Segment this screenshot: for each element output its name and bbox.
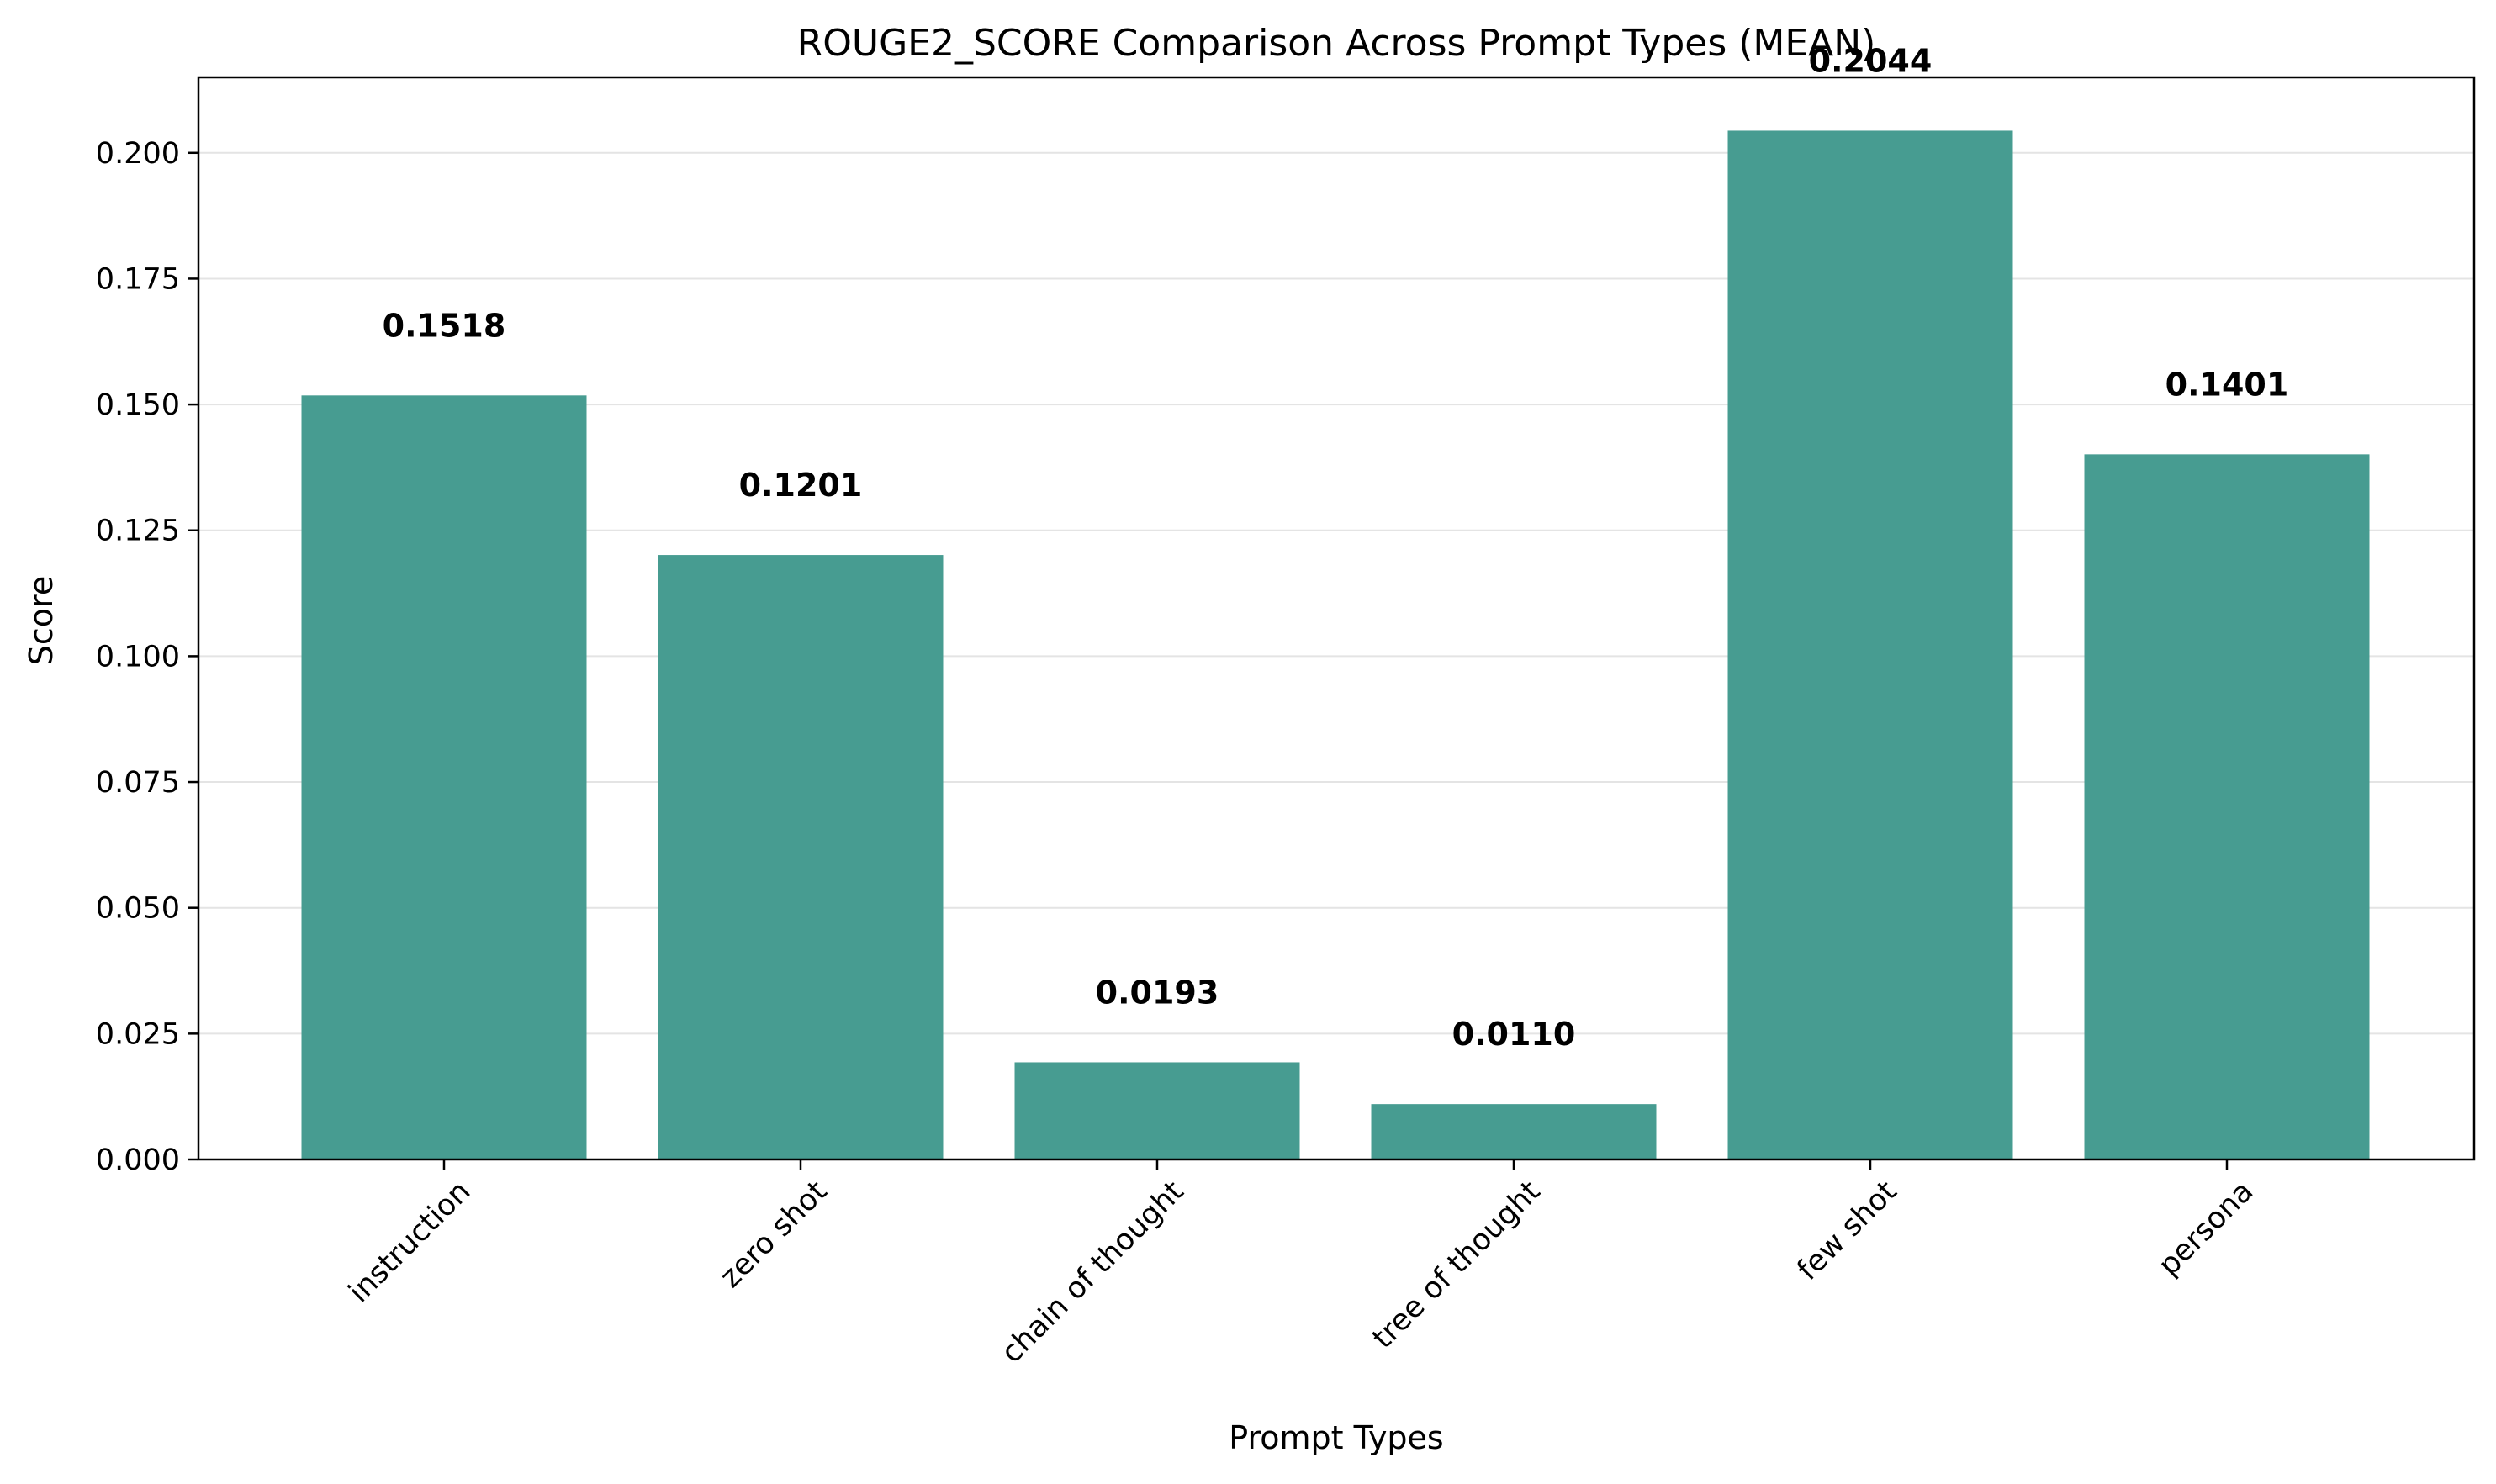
plot-frame (197, 76, 2476, 1161)
bar-value-label: 0.2044 (1809, 42, 1933, 79)
y-tick-label: 0.050 (96, 892, 180, 926)
y-tick-label: 0.000 (96, 1143, 180, 1177)
bar-value-label: 0.1201 (739, 467, 863, 504)
bar-instruction (301, 395, 587, 1160)
x-tick-label: few shot (1791, 1175, 1904, 1287)
bar-value-label: 0.0110 (1452, 1016, 1576, 1053)
y-tick-label: 0.075 (96, 766, 180, 800)
bar-persona (2084, 454, 2370, 1159)
x-tick-label: persona (2152, 1175, 2260, 1282)
x-tick-label: chain of thought (995, 1175, 1190, 1370)
bar-few-shot (1727, 130, 2013, 1159)
x-tick-label: tree of thought (1366, 1175, 1547, 1355)
y-tick-label: 0.100 (96, 640, 180, 673)
x-tick-label: instruction (342, 1175, 477, 1309)
x-axis-label: Prompt Types (1229, 1419, 1443, 1456)
bars (301, 130, 2370, 1160)
value-labels: 0.1518 0.1201 0.0193 0.0110 0.2044 0.1401 (383, 42, 2289, 1053)
bar-value-label: 0.1518 (383, 307, 506, 344)
y-axis-label: Score (23, 576, 60, 665)
bar-tree-of-thought (1371, 1104, 1657, 1159)
bar-value-label: 0.1401 (2165, 366, 2289, 403)
x-axis: instruction zero shot chain of thought tree… (342, 1159, 2260, 1370)
y-axis: 0.000 0.025 0.050 0.075 0.100 0.125 0.150 0.175… (96, 137, 198, 1177)
y-tick-label: 0.200 (96, 137, 180, 171)
chart-title: ROUGE2_SCORE Comparison Across Prompt Ty… (797, 22, 1876, 65)
bar-value-label: 0.0193 (1096, 974, 1219, 1011)
bar-zero-shot (658, 555, 944, 1159)
y-tick-label: 0.125 (96, 515, 180, 548)
x-tick-label: zero shot (714, 1175, 834, 1295)
y-tick-label: 0.175 (96, 262, 180, 296)
bar-chain-of-thought (1014, 1062, 1300, 1159)
y-tick-label: 0.150 (96, 388, 180, 422)
y-tick-label: 0.025 (96, 1017, 180, 1051)
